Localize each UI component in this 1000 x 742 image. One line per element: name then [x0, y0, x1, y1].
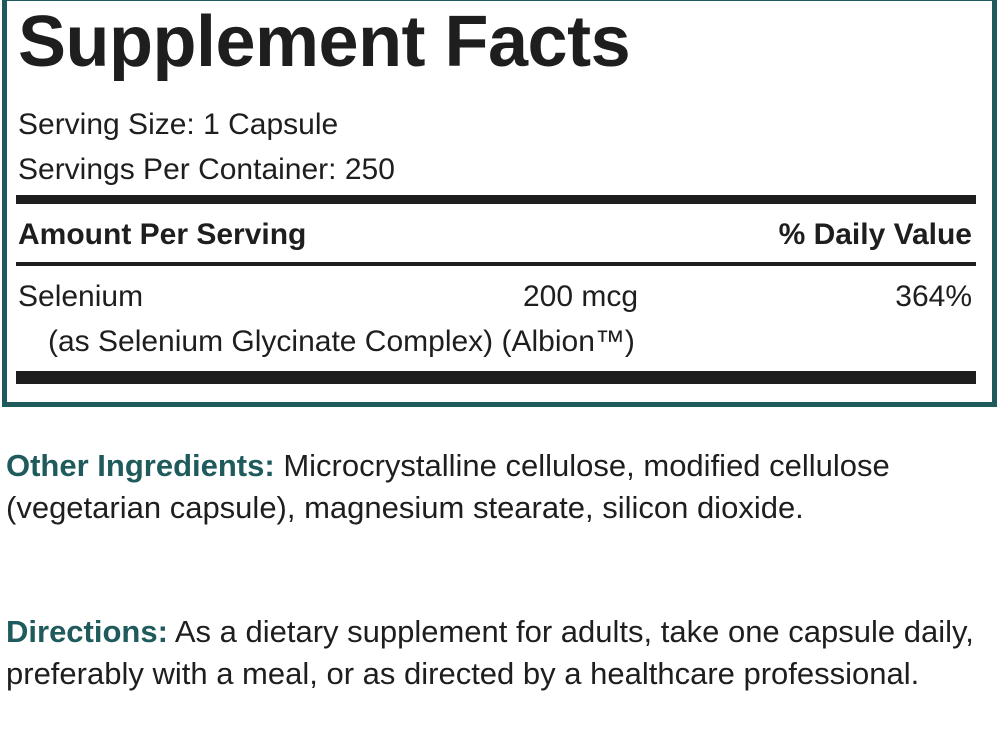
serving-size: Serving Size: 1 Capsule: [18, 108, 339, 141]
panel-title: Supplement Facts: [18, 2, 631, 82]
thin-divider: [16, 262, 976, 266]
other-ingredients: Other Ingredients: Microcrystalline cell…: [6, 445, 996, 529]
nutrient-name: Selenium: [18, 280, 144, 313]
supplement-facts-panel: [2, 0, 997, 407]
other-ingredients-label: Other Ingredients:: [6, 448, 275, 483]
nutrient-detail: (as Selenium Glycinate Complex) (Albion™…: [48, 325, 635, 358]
amount-header: Amount Per Serving: [18, 218, 307, 251]
thick-divider: [16, 195, 976, 204]
bottom-divider: [16, 371, 976, 384]
nutrient-dv: 364%: [895, 280, 972, 313]
directions: Directions: As a dietary supplement for …: [6, 611, 996, 695]
other-ingredients-text: Microcrystalline cellulose, modified cel…: [6, 448, 890, 525]
directions-label: Directions:: [6, 614, 168, 649]
daily-value-header: % Daily Value: [778, 218, 972, 251]
servings-per-container: Servings Per Container: 250: [18, 153, 395, 186]
nutrient-amount: 200 mcg: [523, 280, 639, 313]
directions-text: As a dietary supplement for adults, take…: [6, 614, 974, 691]
